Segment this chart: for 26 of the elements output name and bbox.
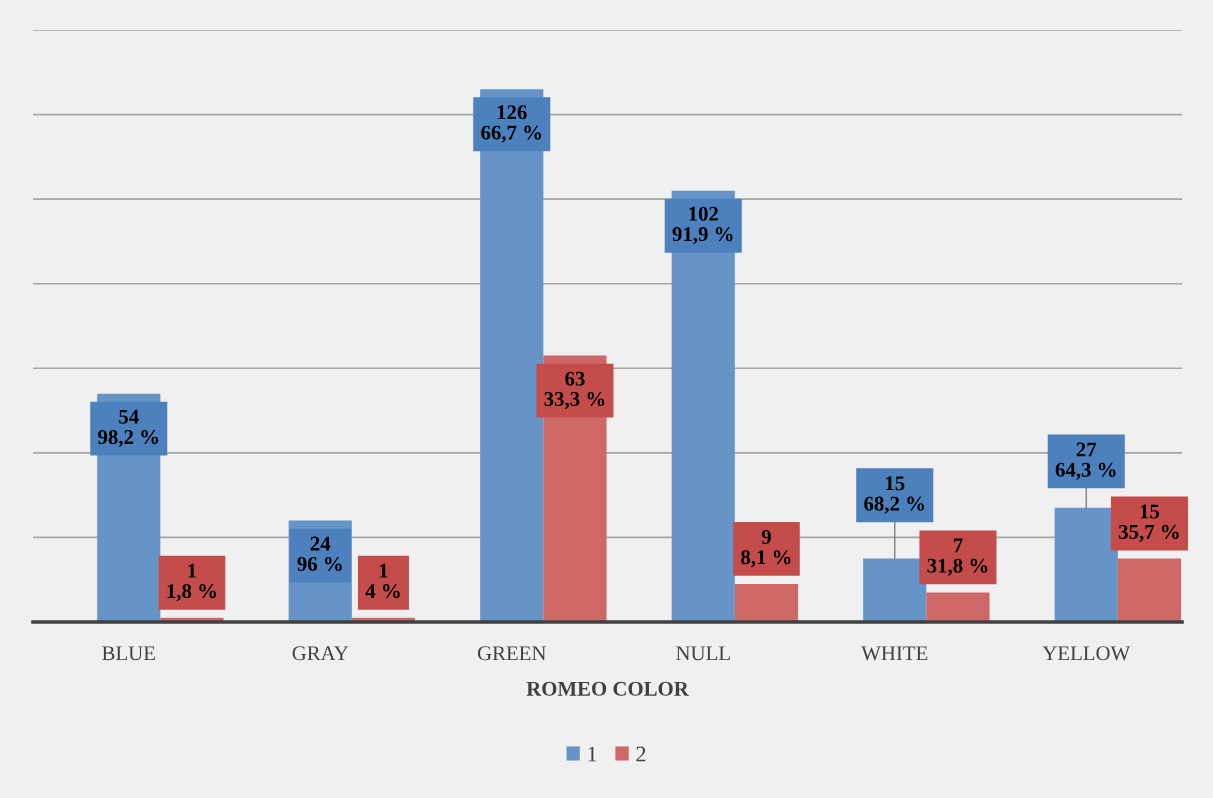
x-tick-label: NULL — [676, 646, 730, 661]
data-label: 15 35,7 % — [1118, 504, 1179, 542]
x-tick-label: GRAY — [292, 646, 349, 661]
data-label: 15 68,2 % — [864, 476, 925, 514]
data-label: 63 33,3 % — [544, 371, 605, 410]
legend-label: 1 — [588, 746, 597, 762]
x-tick-label: WHITE — [861, 646, 928, 661]
bar — [863, 558, 927, 622]
data-label: 102 91,9 % — [672, 206, 733, 245]
bar — [1054, 507, 1118, 622]
x-tick-label: BLUE — [102, 646, 155, 661]
data-label: 9 8,1 % — [741, 529, 791, 568]
data-label: 24 96 % — [297, 536, 342, 572]
x-tick-label: GREEN — [477, 646, 546, 661]
data-label: 7 31,8 % — [927, 538, 988, 576]
bar — [926, 592, 990, 622]
data-label: 126 66,7 % — [481, 105, 542, 143]
data-label: 27 64,3 % — [1055, 442, 1116, 480]
data-label: 1 4 % — [365, 563, 400, 599]
bar — [734, 583, 799, 622]
legend-label: 2 — [636, 746, 646, 762]
data-label: 1 1,8 % — [167, 563, 217, 602]
x-tick-label: YELLOW — [1042, 646, 1131, 661]
bar — [1117, 558, 1182, 622]
data-label: 54 98,2 % — [98, 409, 159, 448]
x-axis-title: ROMEO COLOR — [526, 681, 689, 696]
